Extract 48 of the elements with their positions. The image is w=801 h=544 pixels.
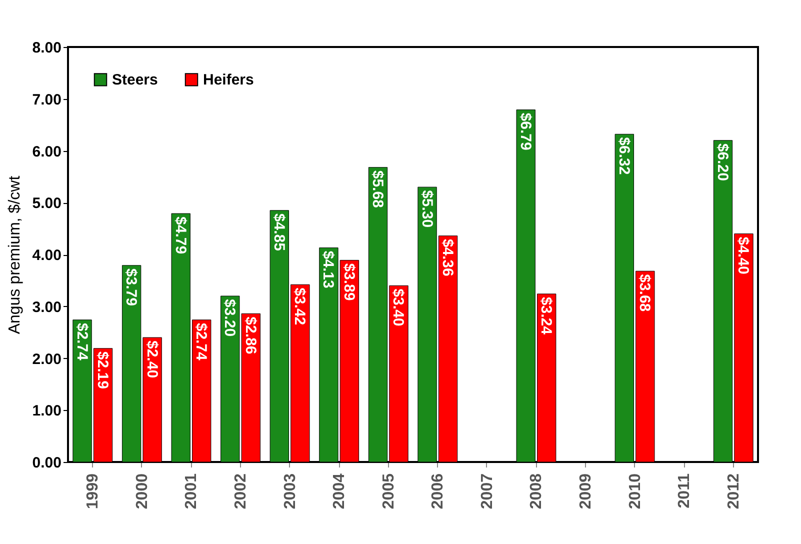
data-label: $2.74	[192, 322, 210, 362]
x-tick-label: 2002	[232, 473, 250, 510]
x-tick-label: 2000	[134, 473, 151, 510]
data-label: $4.79	[172, 216, 189, 254]
data-label: $3.40	[390, 288, 407, 326]
y-tick-label: 5.00	[32, 195, 62, 212]
x-tick-label: 2009	[578, 473, 594, 510]
data-label: $6.79	[516, 112, 534, 150]
x-tick-label: 2001	[183, 473, 200, 510]
data-label: $5.30	[418, 190, 436, 228]
y-tick-label: 8.00	[32, 40, 62, 56]
x-tick-label: 2011	[676, 473, 694, 508]
x-tick-label: 1999	[84, 473, 102, 510]
y-tick-label: 1.00	[32, 402, 62, 420]
data-label: $3.42	[291, 288, 308, 326]
x-tick-label: 2008	[528, 473, 546, 510]
y-tick-label: 7.00	[32, 91, 62, 108]
legend-label: Steers	[112, 72, 158, 89]
y-tick-label: 6.00	[32, 143, 62, 160]
data-label: $3.68	[636, 274, 654, 312]
data-label: $2.40	[143, 340, 160, 378]
data-label: $6.20	[714, 143, 731, 181]
x-tick-label: 2003	[282, 473, 299, 510]
x-tick-label: 2004	[331, 473, 348, 510]
x-tick-label: 2012	[725, 473, 742, 510]
data-label: $3.89	[340, 263, 358, 301]
data-label: $5.68	[368, 170, 386, 208]
data-label: $4.36	[439, 238, 456, 276]
data-label: $4.40	[734, 236, 752, 274]
data-label: $6.32	[615, 137, 632, 175]
data-label: $3.79	[122, 268, 140, 306]
y-tick-label: 4.00	[32, 247, 62, 264]
data-label: $4.85	[270, 213, 288, 251]
y-tick-label: 2.00	[32, 350, 62, 368]
data-label: $2.86	[242, 316, 259, 354]
x-tick-label: 2007	[478, 473, 496, 510]
data-label: $4.13	[320, 250, 337, 288]
y-tick-label: 0.00	[32, 454, 62, 472]
data-label: $3.20	[221, 299, 238, 337]
y-axis-title: Angus premium, $/cwt	[6, 175, 24, 334]
data-label: $3.24	[538, 296, 555, 336]
x-tick-label: 2006	[430, 473, 447, 510]
y-tick-label: 3.00	[32, 298, 62, 316]
data-label: $2.74	[73, 322, 90, 362]
legend-label: Heifers	[203, 72, 254, 89]
x-tick-label: 2005	[380, 473, 398, 510]
data-label: $2.19	[94, 351, 112, 389]
x-tick-label: 2010	[626, 473, 644, 510]
